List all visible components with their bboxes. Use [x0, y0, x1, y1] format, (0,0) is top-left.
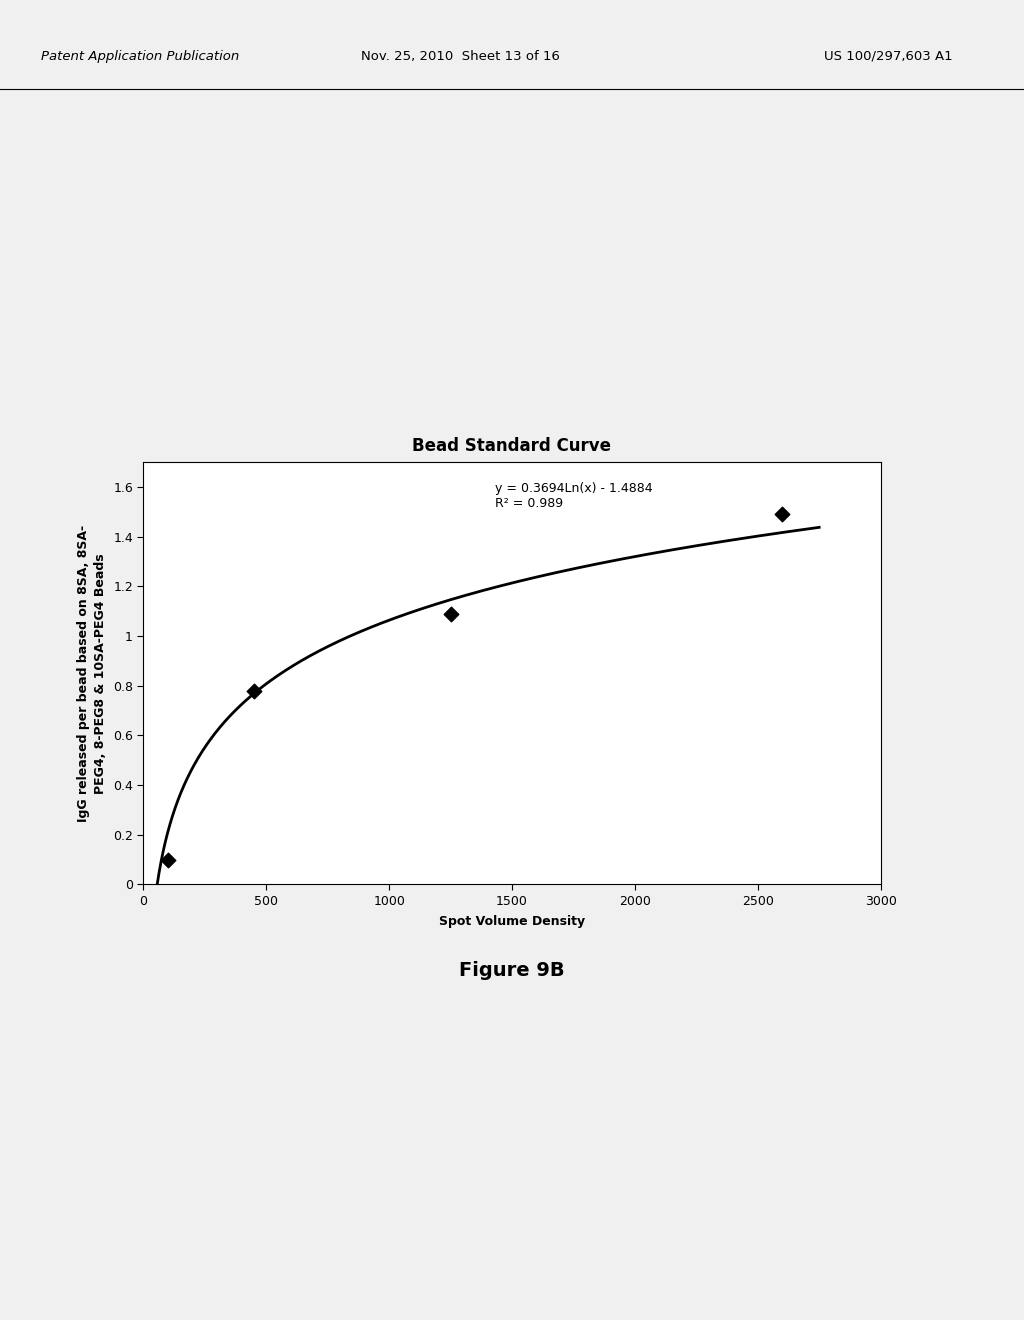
Text: Figure 9B: Figure 9B	[459, 961, 565, 979]
Point	[160, 849, 176, 870]
Y-axis label: IgG released per bead based on 8SA, 8SA-
PEG4, 8-PEG8 & 10SA-PEG4 Beads: IgG released per bead based on 8SA, 8SA-…	[78, 524, 108, 822]
Point	[442, 603, 459, 624]
Point	[246, 680, 262, 701]
Title: Bead Standard Curve: Bead Standard Curve	[413, 437, 611, 455]
Text: y = 0.3694Ln(x) - 1.4884
R² = 0.989: y = 0.3694Ln(x) - 1.4884 R² = 0.989	[495, 482, 652, 510]
X-axis label: Spot Volume Density: Spot Volume Density	[439, 915, 585, 928]
Text: Nov. 25, 2010  Sheet 13 of 16: Nov. 25, 2010 Sheet 13 of 16	[361, 50, 560, 62]
Point	[774, 504, 791, 525]
Text: US 100/297,603 A1: US 100/297,603 A1	[823, 50, 952, 62]
Text: Patent Application Publication: Patent Application Publication	[41, 50, 240, 62]
